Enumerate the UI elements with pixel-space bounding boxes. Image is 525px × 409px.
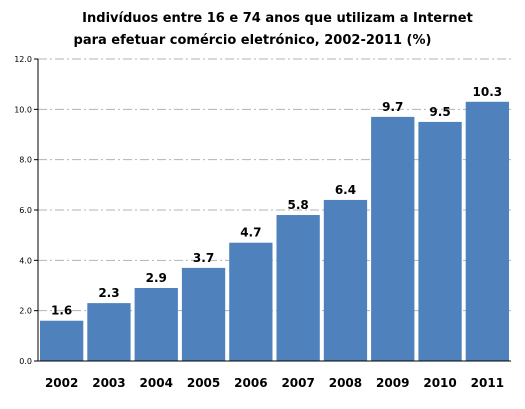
bar-2006	[229, 242, 273, 361]
x-tick-labels: 2002 2003 2004 2005 2006 2007 2008 2009 2010 2011	[45, 376, 504, 390]
bar-2010	[418, 121, 462, 362]
bar-2011	[465, 101, 509, 362]
data-label-2011: 10.3	[473, 85, 503, 99]
y-tick-label: 0.0	[19, 357, 32, 366]
bar-2007	[276, 215, 320, 361]
y-tick-label: 4.0	[19, 256, 32, 265]
data-label-2010: 9.5	[429, 105, 450, 119]
bar-2003	[87, 303, 131, 361]
data-label-2004: 2.9	[146, 271, 167, 285]
axes	[34, 58, 511, 362]
y-tick-labels: 0.0 2.0 4.0 6.0 8.0 10.0 12.0	[14, 55, 32, 366]
x-tick-label-2010: 2010	[423, 376, 456, 390]
data-label-2006: 4.7	[240, 226, 261, 240]
chart-title: Indivíduos entre 16 e 74 anos que utiliz…	[0, 8, 525, 52]
data-label-2005: 3.7	[193, 251, 214, 265]
data-label-2007: 5.8	[288, 198, 309, 212]
bar-2009	[371, 116, 415, 361]
y-tick-label: 2.0	[19, 307, 32, 316]
bar-2005	[181, 267, 226, 361]
x-tick-label-2004: 2004	[140, 376, 173, 390]
data-label-2002: 1.6	[51, 304, 72, 318]
y-tick-label: 6.0	[19, 206, 32, 215]
x-tick-label-2008: 2008	[329, 376, 362, 390]
data-label-2008: 6.4	[335, 183, 356, 197]
x-tick-label-2007: 2007	[281, 376, 314, 390]
y-tick-label: 8.0	[19, 156, 32, 165]
data-label-2003: 2.3	[98, 286, 119, 300]
x-tick-label-2005: 2005	[187, 376, 220, 390]
x-tick-label-2011: 2011	[471, 376, 504, 390]
x-tick-label-2009: 2009	[376, 376, 409, 390]
y-tick-label: 12.0	[14, 55, 32, 64]
x-tick-label-2006: 2006	[234, 376, 267, 390]
bars	[40, 101, 509, 362]
chart-title-line-1: Indivíduos entre 16 e 74 anos que utiliz…	[82, 11, 473, 26]
x-tick-label-2003: 2003	[92, 376, 125, 390]
chart-title-line-2: para efetuar comércio eletrónico, 2002-2…	[73, 33, 432, 48]
bar-2008	[323, 199, 368, 361]
bar-2004	[134, 288, 178, 361]
data-label-2009: 9.7	[382, 100, 403, 114]
bar-2002	[40, 320, 84, 361]
x-tick-label-2002: 2002	[45, 376, 78, 390]
data-labels: 1.6 2.3 2.9 3.7 4.7 5.8 6.4 9.7 9.5 10.3	[51, 85, 502, 318]
y-tick-label: 10.0	[14, 105, 32, 114]
